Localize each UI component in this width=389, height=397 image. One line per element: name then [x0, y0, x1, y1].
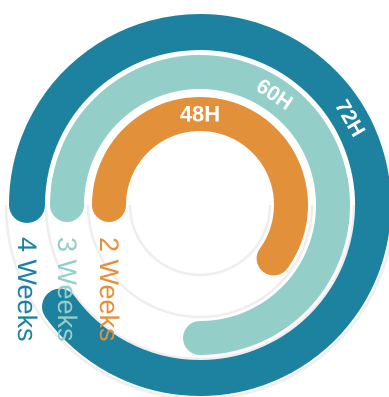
category-label-4-weeks: 4 Weeks	[12, 237, 42, 342]
arc-3-weeks	[50, 55, 350, 355]
value-arcs	[9, 14, 389, 396]
arc-2-weeks	[92, 97, 308, 276]
track-ring-2	[86, 204, 314, 319]
track-rings	[4, 204, 389, 397]
track-ring-4	[4, 204, 389, 397]
value-label-1: 48H	[180, 102, 220, 127]
category-label-2-weeks: 2 Weeks	[94, 237, 124, 342]
arc-4-weeks	[9, 14, 389, 396]
category-label-3-weeks: 3 Weeks	[52, 237, 82, 342]
track-ring-1	[128, 204, 272, 277]
category-labels: 2 Weeks 3 Weeks 4 Weeks	[12, 237, 124, 342]
track-ring-3	[44, 204, 356, 361]
